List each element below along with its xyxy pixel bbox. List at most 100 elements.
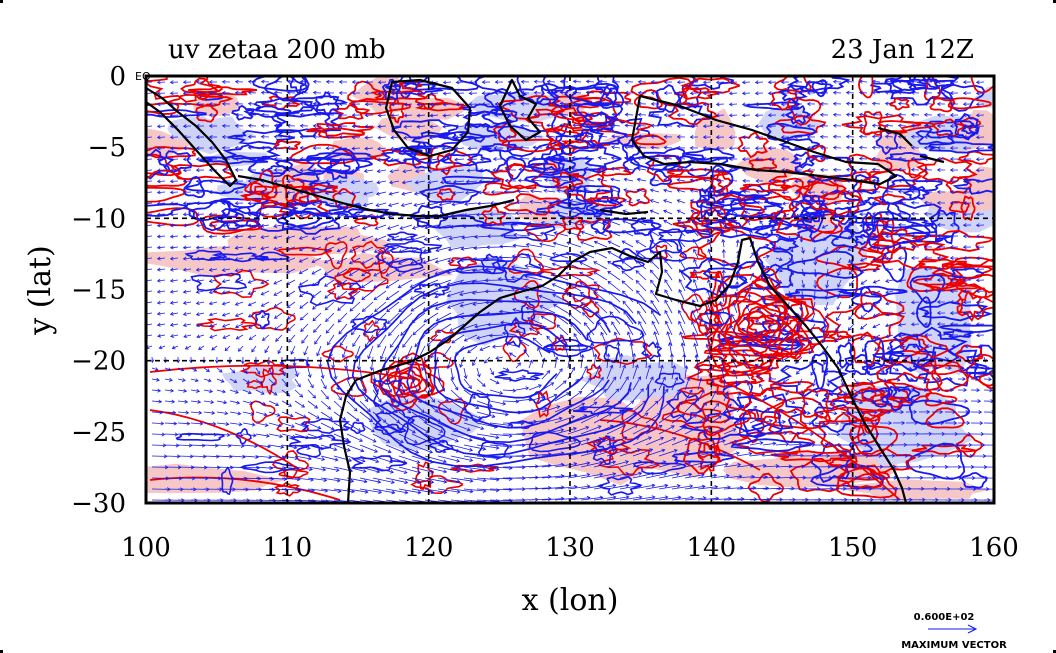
wind-vector-arrow <box>762 265 771 270</box>
wind-vector-arrow <box>623 156 634 161</box>
contour-line <box>867 231 952 244</box>
contour-line <box>429 439 454 454</box>
wind-vector-arrow <box>962 102 972 107</box>
wind-vector-arrow <box>775 246 783 250</box>
wind-vector-arrow <box>325 112 335 117</box>
wind-vector-arrow <box>454 157 465 162</box>
wind-vector-arrow <box>949 212 959 217</box>
wind-vector-arrow <box>351 91 361 96</box>
wind-vector-arrow <box>715 124 725 129</box>
wind-vector-arrow <box>872 279 881 284</box>
wind-vector-arrow <box>450 213 465 218</box>
wind-vector-arrow <box>208 190 218 195</box>
wind-vector-arrow <box>663 112 672 117</box>
wind-vector-arrow <box>221 256 231 261</box>
wind-vector-arrow <box>538 294 556 303</box>
wind-vector-arrow <box>872 290 881 295</box>
wind-vector-arrow <box>859 200 868 205</box>
wind-vector-arrow <box>689 124 699 129</box>
wind-vector-arrow <box>707 238 712 248</box>
contour-line <box>876 352 943 392</box>
wind-vector-arrow <box>247 301 257 307</box>
wind-vector-arrow <box>859 246 868 251</box>
wind-vector-arrow <box>323 246 335 252</box>
wind-vector-arrow <box>554 220 569 226</box>
wind-vector-arrow <box>649 269 660 281</box>
contour-line <box>146 146 196 159</box>
contour-line <box>382 240 443 254</box>
wind-vector-arrow <box>325 179 335 184</box>
wind-vector-arrow <box>434 290 452 299</box>
wind-vector-arrow <box>299 79 309 84</box>
wind-vector-arrow <box>411 224 426 230</box>
wind-vector-arrow <box>195 201 205 206</box>
wind-vector-arrow <box>832 90 842 95</box>
wind-vector-arrow <box>299 290 309 298</box>
wind-vector-arrow <box>871 200 881 205</box>
wind-vector-arrow <box>182 289 192 294</box>
wind-vector-arrow <box>273 179 283 184</box>
wind-vector-arrow <box>693 268 699 281</box>
wind-vector-arrow <box>441 157 452 162</box>
wind-vector-arrow <box>273 90 283 95</box>
wind-vector-arrow <box>351 146 361 151</box>
wind-vector-arrow <box>260 134 270 139</box>
wind-vector-arrow <box>438 202 452 207</box>
wind-vector-arrow <box>885 267 894 272</box>
contour-line <box>542 76 566 95</box>
wind-vector-arrow <box>234 290 244 295</box>
wind-vector-arrow <box>872 257 881 261</box>
wind-vector-arrow <box>859 223 868 228</box>
wind-vector-arrow <box>182 102 192 107</box>
wind-vector-arrow <box>397 268 413 277</box>
contour-line <box>941 256 994 269</box>
wind-vector-arrow <box>545 145 556 150</box>
wind-vector-arrow <box>962 278 972 283</box>
wind-vector-arrow <box>936 178 946 183</box>
wind-vector-arrow <box>298 279 309 286</box>
contour-line <box>594 119 654 136</box>
wind-vector-arrow <box>636 188 647 193</box>
wind-vector-arrow <box>884 90 894 95</box>
wind-vector-arrow <box>858 145 868 150</box>
wind-vector-arrow <box>637 90 647 95</box>
wind-vector-arrow <box>819 79 829 84</box>
contour-line <box>848 439 874 455</box>
wind-vector-arrow <box>923 112 933 117</box>
contour-line <box>907 158 927 179</box>
wind-vector-arrow <box>910 233 920 238</box>
wind-vector-arrow <box>169 267 179 272</box>
wind-vector-arrow <box>247 145 257 150</box>
wind-vector-arrow <box>572 79 582 84</box>
wind-vector-arrow <box>715 113 725 118</box>
wind-vector-arrow <box>273 79 283 84</box>
wind-vector-arrow <box>860 301 868 308</box>
wind-vector-arrow <box>452 179 465 184</box>
contour-line <box>909 273 946 305</box>
wind-vector-arrow <box>728 91 738 96</box>
wind-vector-arrow <box>487 234 504 239</box>
wind-vector-arrow <box>156 289 166 294</box>
wind-vector-arrow <box>515 211 530 216</box>
wind-vector-arrow <box>403 135 413 140</box>
wind-vector-arrow <box>349 301 361 312</box>
wind-vector-arrow <box>545 134 556 139</box>
wind-vector-arrow <box>845 90 855 95</box>
wind-vector-arrow <box>749 262 755 270</box>
contour-line <box>801 211 824 234</box>
wind-vector-arrow <box>398 246 413 253</box>
wind-vector-arrow <box>693 258 699 270</box>
wind-vector-arrow <box>182 223 192 228</box>
wind-vector-arrow <box>411 235 426 242</box>
contour-line <box>477 441 510 459</box>
contour-line <box>754 219 815 241</box>
wind-vector-arrow <box>649 240 660 248</box>
wind-vector-arrow <box>195 80 205 85</box>
wind-vector-arrow <box>497 287 517 292</box>
wind-vector-arrow <box>579 251 595 259</box>
wind-vector-arrow <box>812 246 817 255</box>
wind-vector-arrow <box>299 201 309 206</box>
contour-line <box>799 194 829 223</box>
contour-line <box>272 140 302 151</box>
wind-vector-arrow <box>447 246 465 252</box>
